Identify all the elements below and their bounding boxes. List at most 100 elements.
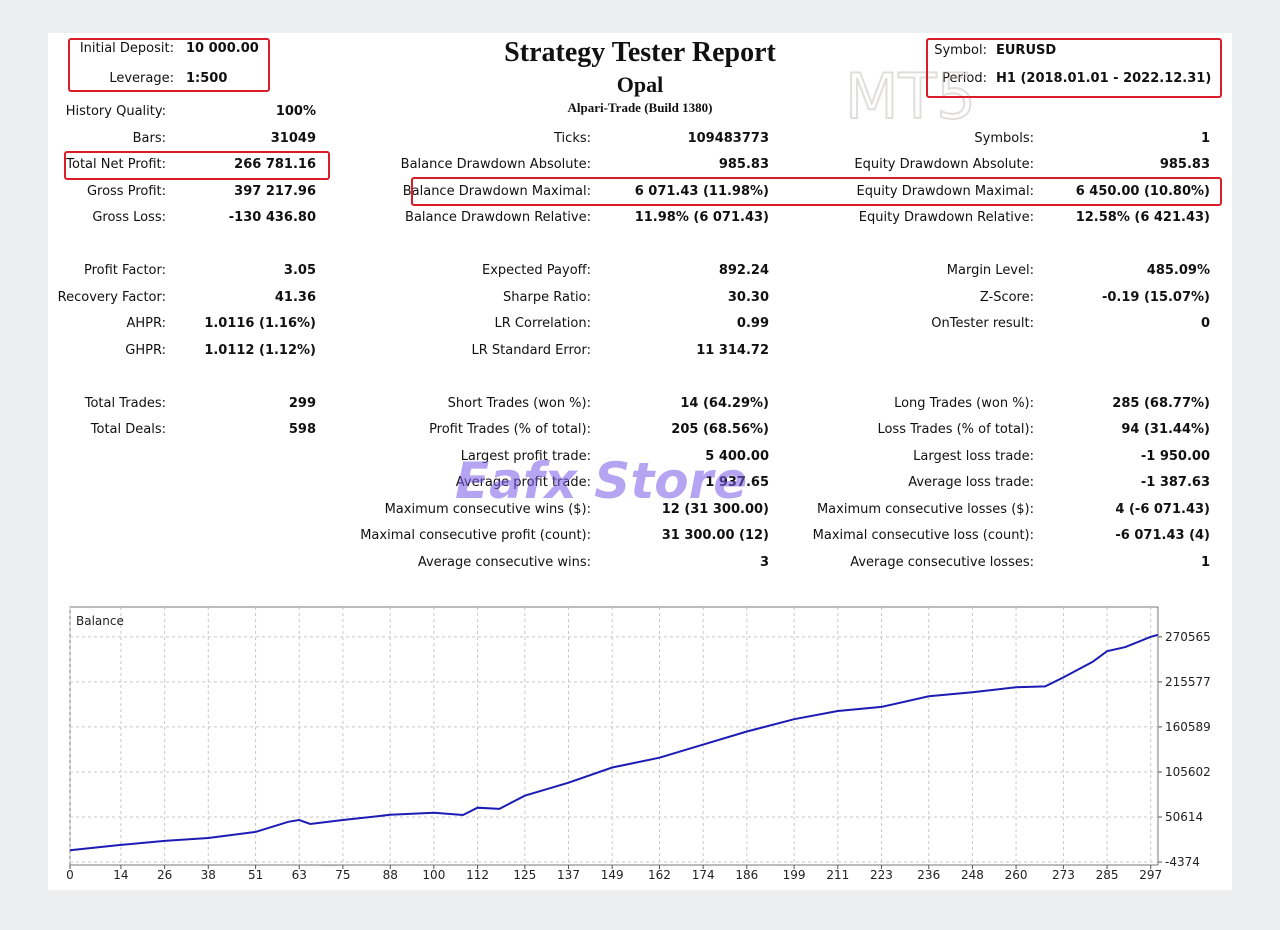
stat-label: Margin Level: [946, 263, 1034, 278]
x-tick-label: 211 [826, 868, 849, 882]
stat-label: Average profit trade: [455, 475, 591, 490]
stat-label: Ticks: [554, 130, 591, 146]
stat-value: -1 950.00 [1140, 448, 1210, 464]
stat-value: 109483773 [687, 130, 769, 146]
x-tick-label: 149 [601, 868, 624, 882]
stat-label: LR Standard Error: [471, 342, 591, 358]
y-tick-label: 160589 [1165, 720, 1211, 734]
stat-label: AHPR: [126, 316, 166, 331]
stat-label: Balance Drawdown Maximal: [402, 183, 591, 199]
x-tick-label: 236 [917, 868, 940, 882]
y-tick-label: 215577 [1165, 675, 1211, 689]
stat-value: 11.98% (6 071.43) [634, 210, 769, 225]
stat-value: 3.05 [283, 263, 316, 278]
stat-label: Largest profit trade: [460, 448, 591, 464]
x-tick-label: 63 [292, 868, 307, 882]
highlight-box [64, 151, 330, 180]
stat-value: 485.09% [1146, 263, 1210, 278]
stat-label: Recovery Factor: [57, 289, 166, 305]
symbol-value: EURUSD [996, 43, 1057, 58]
stat-value: 94 (31.44%) [1121, 422, 1210, 437]
stat-label: OnTester result: [931, 316, 1034, 331]
stat-label: Balance Drawdown Relative: [405, 210, 591, 225]
x-tick-label: 88 [383, 868, 398, 882]
x-tick-label: 137 [557, 868, 580, 882]
x-tick-label: 0 [66, 868, 74, 882]
stat-value: 0.99 [736, 316, 769, 331]
stat-value: 285 (68.77%) [1112, 395, 1210, 411]
stat-label: History Quality: [65, 104, 166, 119]
balance-line [69, 633, 1159, 852]
x-tick-label: 75 [335, 868, 350, 882]
stat-value: 985.83 [718, 157, 769, 172]
stat-value: 31049 [270, 130, 316, 146]
stat-value: 1 [1200, 554, 1210, 570]
legend-label: Balance [76, 614, 124, 628]
stat-label: Maximum consecutive wins ($): [384, 501, 591, 517]
y-tick-label: 270565 [1165, 630, 1211, 644]
stat-value: 1 937.65 [705, 475, 769, 490]
x-tick-label: 38 [201, 868, 216, 882]
x-tick-label: 26 [157, 868, 172, 882]
leverage-label: Leverage: [109, 71, 174, 86]
stat-value: 299 [288, 395, 316, 411]
highlight-box [926, 38, 1222, 98]
stat-label: Equity Drawdown Relative: [858, 210, 1034, 225]
highlight-box [68, 38, 270, 92]
period-label: Period: [942, 71, 987, 86]
stat-label: Gross Loss: [92, 210, 166, 225]
stat-label: Average consecutive losses: [850, 554, 1034, 570]
x-tick-label: 248 [961, 868, 984, 882]
stat-label: Profit Trades (% of total): [429, 422, 591, 437]
stat-value: 892.24 [718, 263, 769, 278]
stat-label: Maximal consecutive profit (count): [360, 528, 591, 543]
stat-value: 41.36 [274, 289, 316, 305]
server-name: Alpari-Trade (Build 1380) [567, 100, 713, 115]
stat-label: LR Correlation: [494, 316, 591, 331]
expert-name: Opal [616, 72, 664, 97]
stat-value: 12.58% (6 421.43) [1075, 210, 1210, 225]
stat-label: Total Net Profit: [66, 157, 166, 172]
stat-value: 11 314.72 [696, 342, 769, 358]
stat-label: Gross Profit: [86, 183, 166, 199]
x-tick-label: 260 [1005, 868, 1028, 882]
stat-label: Maximum consecutive losses ($): [816, 501, 1034, 517]
stat-label: Expected Payoff: [482, 263, 591, 278]
stat-label: Equity Drawdown Maximal: [856, 183, 1034, 199]
stat-value: -1 387.63 [1140, 475, 1210, 490]
stat-value: 1.0112 (1.12%) [204, 342, 316, 358]
stat-label: Profit Factor: [84, 263, 166, 278]
stat-label: Equity Drawdown Absolute: [854, 157, 1034, 172]
x-tick-label: 285 [1096, 868, 1119, 882]
x-tick-label: 174 [692, 868, 715, 882]
stat-value: 31 300.00 (12) [661, 528, 769, 543]
x-tick-label: 100 [422, 868, 445, 882]
stat-value: 3 [759, 554, 769, 570]
stat-value: 5 400.00 [705, 448, 769, 464]
stat-label: Maximal consecutive loss (count): [812, 528, 1034, 543]
deposit-value: 10 000.00 [186, 41, 259, 56]
stat-value: 598 [288, 422, 316, 437]
y-tick-label: 105602 [1165, 765, 1211, 779]
report-title: Strategy Tester Report [504, 37, 776, 68]
x-tick-label: 186 [735, 868, 758, 882]
stat-value: 6 450.00 (10.80%) [1075, 183, 1210, 199]
stat-label: Bars: [132, 130, 166, 146]
stat-value: 0 [1200, 316, 1210, 331]
period-value: H1 (2018.01.01 - 2022.12.31) [996, 71, 1212, 86]
stat-label: Average consecutive wins: [417, 554, 591, 570]
stat-value: 1.0116 (1.16%) [204, 316, 316, 331]
stat-value: 266 781.16 [234, 157, 316, 172]
stat-label: Total Deals: [90, 422, 166, 437]
stat-value: 4 (-6 071.43) [1115, 501, 1210, 517]
stat-value: -0.19 (15.07%) [1101, 289, 1210, 305]
stat-label: Balance Drawdown Absolute: [400, 157, 591, 172]
symbol-label: Symbol: [934, 43, 987, 58]
highlight-box [411, 177, 1222, 206]
x-tick-label: 297 [1139, 868, 1162, 882]
stat-value: 985.83 [1159, 157, 1210, 172]
stat-value: 1 [1200, 130, 1210, 146]
stat-value: 30.30 [727, 289, 769, 305]
stat-value: -130 436.80 [228, 210, 316, 225]
